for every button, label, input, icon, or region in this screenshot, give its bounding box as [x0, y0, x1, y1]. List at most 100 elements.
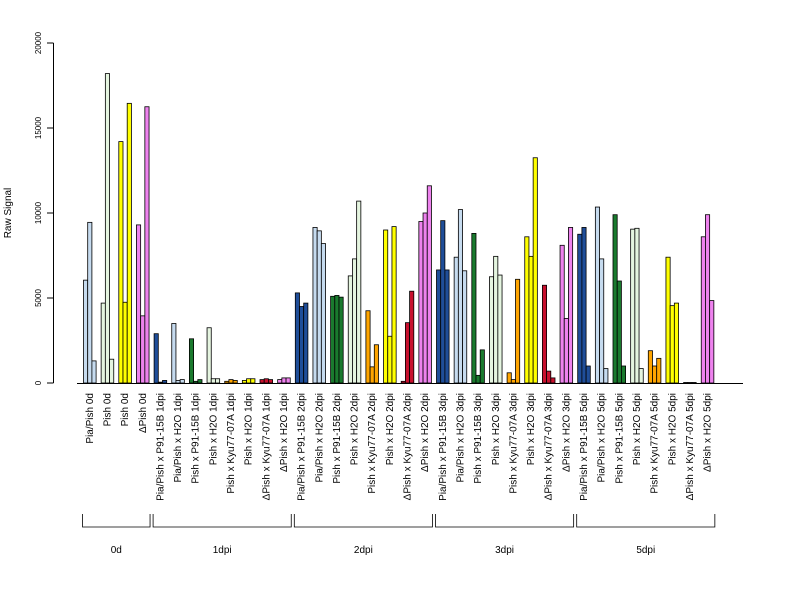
y-tick-label: 20000: [34, 31, 43, 54]
group-bracket: [82, 514, 151, 528]
bar: [647, 350, 653, 384]
bar: [316, 230, 322, 384]
bar: [493, 255, 499, 384]
x-tick-label: Pish x P91-15B 2dpi: [332, 393, 343, 484]
bar: [281, 377, 287, 384]
bar: [87, 221, 93, 384]
bar: [330, 295, 336, 384]
x-tick-label: Pish x H2O 1dpi: [244, 393, 255, 465]
bar: [122, 301, 128, 384]
y-axis: 0 5000 10000 15000 20000: [34, 31, 54, 385]
x-tick-label: Pia/Pish x P91-15B 3dpi: [438, 393, 449, 501]
bar: [581, 227, 587, 384]
x-tick-label: ΔPish x H2O 1dpi: [279, 393, 290, 472]
bar: [453, 256, 459, 384]
x-tick-label: Pish x Kyu77-07A 2dpi: [367, 393, 378, 494]
bar: [197, 379, 203, 384]
bar: [475, 374, 481, 384]
bar: [334, 295, 340, 384]
bar: [206, 327, 212, 384]
bar: [126, 102, 132, 384]
bar: [612, 214, 618, 384]
bar: [683, 382, 689, 384]
bar: [352, 258, 358, 384]
bar: [462, 270, 468, 384]
bar: [215, 378, 221, 384]
bar: [140, 315, 146, 384]
x-tick-labels: Pia/Pish 0d Pish 0d Pish 0d ΔPish 0d Pia/Pis…: [85, 393, 714, 501]
bar: [422, 212, 428, 384]
bar: [224, 380, 230, 384]
bar: [285, 377, 291, 384]
x-tick-label: Pia/Pish x H2O 5dpi: [597, 393, 608, 483]
bar: [144, 106, 150, 384]
bar: [444, 269, 450, 384]
x-tick-label: ΔPish x Kyu77-07A 2dpi: [403, 393, 414, 500]
bar: [404, 322, 410, 384]
bar: [104, 73, 110, 384]
bar: [136, 224, 142, 384]
group-bracket: [435, 514, 575, 528]
x-tick-label: Pia/Pish 0d: [85, 393, 96, 444]
bar: [656, 357, 662, 384]
bar: [153, 333, 159, 384]
bar: [687, 382, 693, 384]
bar: [673, 302, 679, 384]
bar: [665, 256, 671, 384]
y-tick-label: 15000: [34, 116, 43, 139]
bar: [550, 377, 556, 384]
x-tick-label: Pish x P91-15B 1dpi: [191, 393, 202, 484]
group-label: 3dpi: [495, 545, 514, 556]
x-tick-label: ΔPish x Kyu77-07A 1dpi: [261, 393, 272, 500]
bar: [669, 305, 675, 384]
x-tick-label: Pish x H2O 5dpi: [632, 393, 643, 465]
bar: [700, 236, 706, 384]
bar: [267, 379, 273, 384]
bar: [479, 349, 485, 384]
bar: [356, 200, 362, 384]
bar: [162, 380, 168, 384]
x-tick-label: Pia/Pish x P91-15B 2dpi: [297, 393, 308, 501]
bar: [294, 292, 300, 384]
bar: [489, 276, 495, 384]
y-tick-label: 10000: [34, 201, 43, 224]
y-tick-label: 0: [34, 380, 43, 385]
bar: [524, 236, 530, 384]
x-tick-label: Pish 0d: [102, 393, 113, 426]
x-tick-label: Pia/Pish x P91-15B 5dpi: [579, 393, 590, 501]
x-tick-label: ΔPish x H2O 5dpi: [703, 393, 714, 472]
bar: [373, 344, 379, 384]
group-bracket: [293, 514, 433, 528]
bar: [91, 360, 97, 384]
x-tick-label: Pish x Kyu77-07A 1dpi: [226, 393, 237, 494]
bar: [436, 269, 442, 384]
y-tick-label: 5000: [34, 289, 43, 307]
bar: [568, 227, 574, 384]
x-tick-label: Pia/Pish x P91-15B 1dpi: [155, 393, 166, 501]
x-tick-label: Pish x H2O 1dpi: [208, 393, 219, 465]
group-label: 5dpi: [636, 545, 655, 556]
bar: [232, 380, 238, 384]
bar: [369, 366, 375, 384]
bar: [585, 365, 591, 384]
bar: [621, 365, 627, 384]
group-label: 0d: [111, 545, 122, 556]
x-tick-label: Pia/Pish x H2O 2dpi: [314, 393, 325, 483]
bar: [634, 227, 640, 384]
bar: [542, 284, 548, 384]
bar: [228, 379, 234, 384]
group-brackets: 0d 1dpi 2dpi 3dpi 5dpi: [82, 514, 716, 556]
bar: [400, 380, 406, 384]
x-tick-label: ΔPish x Kyu77-07A 3dpi: [544, 393, 555, 500]
bar: [691, 382, 697, 384]
bar: [299, 306, 305, 384]
bar: [175, 380, 181, 384]
bar: [210, 378, 216, 384]
bar: [409, 290, 415, 384]
x-tick-label: Pish x P91-15B 3dpi: [473, 393, 484, 484]
bar: [109, 358, 115, 384]
group-bracket: [576, 514, 716, 528]
bar: [418, 221, 424, 384]
bar: [383, 229, 389, 384]
